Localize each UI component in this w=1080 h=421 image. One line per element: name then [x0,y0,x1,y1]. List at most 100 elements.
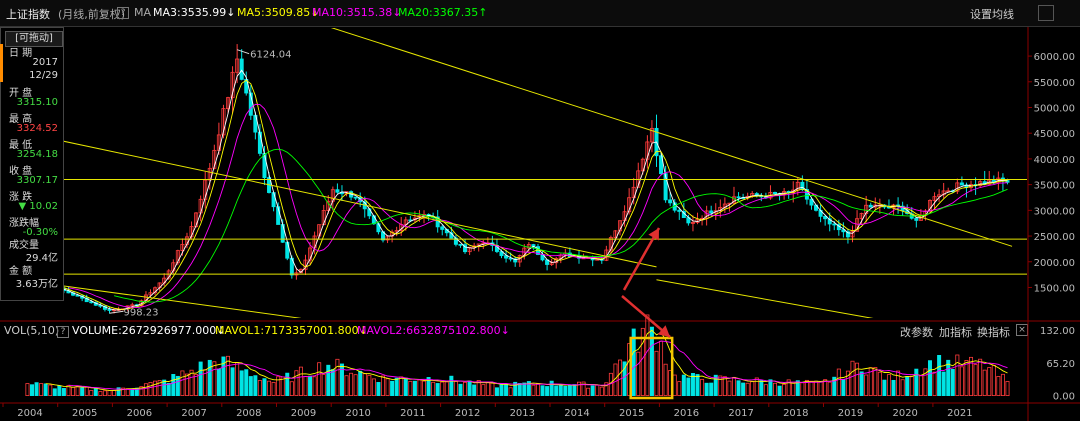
candle-body [458,243,463,246]
volume-bar [52,388,57,396]
volume-bar [80,387,85,397]
volume-bar [618,359,623,396]
volume-bar [412,380,417,396]
volume-bar [317,362,322,396]
candle-body [353,196,358,199]
volume-bar [549,380,554,397]
candle-body [335,189,340,193]
volume-bar [1005,381,1010,397]
volume-bar [417,379,422,397]
candle-body [914,217,919,221]
add-indicator-button[interactable]: 加指标 [939,326,972,339]
volume-bar [116,387,121,396]
volume-bar [34,382,39,396]
volume-bar [850,360,855,396]
volume-bar [649,326,654,396]
volume-bar [736,380,741,396]
volume-bar [29,384,34,396]
candle-body [526,244,531,249]
volume-bar [440,381,445,396]
change-params-button[interactable]: 改参数 [900,326,933,339]
drag-label[interactable]: [可拖动] [5,31,63,47]
volume-bar [540,385,545,396]
year-label: 2014 [564,408,589,419]
sidebar-label: 成交量 [9,240,39,251]
volume-bar [763,384,768,397]
volume-bar [563,385,568,396]
sidebar-label: 收 盘 [9,166,33,177]
volume-bar [690,372,695,397]
volume-bar [896,370,901,396]
volume-bar [385,378,390,397]
volume-bar [700,378,705,397]
volume-bar [499,383,504,396]
volume-bar [481,384,486,397]
volume-bar [782,383,787,397]
trend-line [656,279,874,318]
volume-bar [48,384,53,397]
volume-bar [422,380,427,397]
info-panel[interactable]: [可拖动] 日 期 2017 12/29 开 盘 3315.10 最 高 3324.52 最 … [0,27,64,301]
volume-bar [522,382,527,397]
volume-bar [727,380,732,396]
switch-indicator-button[interactable]: 换指标 [977,326,1010,339]
volume-bar [376,382,381,396]
volume-bar [590,385,595,397]
index-name[interactable]: 上证指数 [6,8,50,21]
volume-bar [344,375,349,396]
volume-bar [704,382,709,397]
help-icon[interactable]: ? [117,7,129,19]
candle-body [203,179,208,200]
volume-bar [855,362,860,397]
volume-bar [207,359,212,397]
volume-bar [166,382,171,396]
volume-bar [371,378,376,396]
volume-bar [818,381,823,396]
volume-bar [581,381,586,397]
volume-bar [827,381,832,396]
volume-bar [654,350,659,397]
volume-bar [982,369,987,397]
volume-bar [786,379,791,397]
year-label: 2018 [783,408,808,419]
volume-bar [636,351,641,397]
volume-bar [303,376,308,397]
candle-body [371,215,376,225]
volume-bar [431,381,436,397]
candle-body [955,182,960,192]
volume-bar [969,356,974,397]
volume-bar [791,382,796,397]
volume-highlight-box [629,336,674,400]
vol-help-icon[interactable]: ? [57,326,69,338]
volume-bar [330,369,335,396]
volume-bar [216,368,221,396]
candle-body [832,223,837,226]
volume-bar [335,358,340,397]
volume-bar [294,370,299,396]
ma5-value: MA5:3509.85↓ [237,6,320,19]
candle-body [690,222,695,224]
volume-bar [339,363,344,396]
volume-bar [102,390,107,397]
volume-bar [257,380,262,396]
window-control[interactable] [1038,5,1054,21]
volume-bar [836,368,841,397]
candle-body [40,286,43,287]
price-plot [35,28,1013,318]
candle-body [35,287,38,288]
volume-bar [595,384,600,397]
volume-bar [262,378,267,397]
candle-body [804,189,809,200]
volume-bar [43,383,48,397]
settings-ma-button[interactable]: 设置均线 [970,8,1014,21]
volume-bar [709,382,714,396]
volume-bar [472,384,477,396]
volume-bar [349,372,354,396]
sidebar-label: 最 低 [9,140,33,151]
candle-body [868,204,873,208]
vol-tick-label: 0.00 [1053,392,1075,403]
volume-bar [545,386,550,397]
trend-line [64,140,657,268]
candle-body [613,230,618,238]
